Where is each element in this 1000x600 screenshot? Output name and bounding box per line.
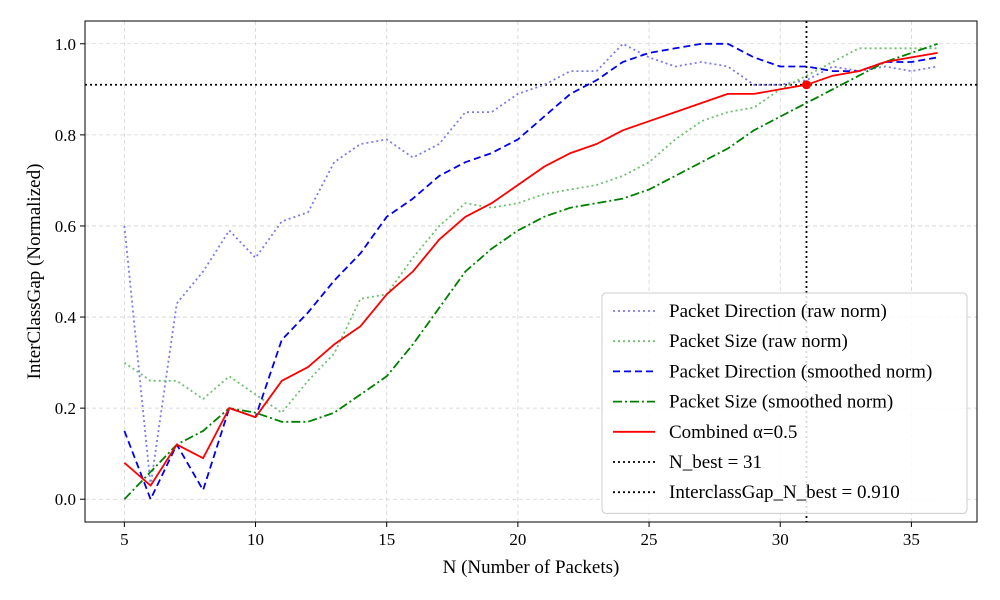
legend-label: InterclassGap_N_best = 0.910 <box>669 482 900 503</box>
highlight-points <box>801 80 811 90</box>
y-tick-label: 0.2 <box>55 399 76 418</box>
x-axis-label: N (Number of Packets) <box>443 557 620 578</box>
legend: Packet Direction (raw norm) Packet Size (… <box>601 292 968 514</box>
x-tick-label: 35 <box>903 530 920 549</box>
y-axis-ticks: 0.0 0.2 0.4 0.6 0.8 1.0 <box>55 35 85 509</box>
x-tick-label: 15 <box>378 530 395 549</box>
legend-label: Packet Size (raw norm) <box>669 331 848 352</box>
reference-lines <box>85 21 977 522</box>
y-tick-label: 0.8 <box>55 126 76 145</box>
data-series <box>123 42 938 501</box>
packet-direction-raw-series <box>123 42 938 487</box>
x-tick-label: 5 <box>120 530 129 549</box>
x-tick-label: 30 <box>772 530 789 549</box>
y-tick-label: 0.0 <box>55 490 76 509</box>
packet-size-raw-series <box>123 47 938 414</box>
x-axis-ticks: 5 10 15 20 25 30 35 <box>120 522 920 549</box>
legend-label: Packet Direction (raw norm) <box>669 301 887 322</box>
legend-label: N_best = 31 <box>669 452 762 473</box>
legend-box <box>601 292 968 514</box>
packet-size-smoothed-series <box>123 42 938 500</box>
legend-label: Packet Size (smoothed norm) <box>669 392 893 413</box>
x-tick-label: 25 <box>641 530 658 549</box>
x-tick-label: 20 <box>509 530 526 549</box>
y-axis-label: InterClassGap (Normalized) <box>24 164 45 380</box>
y-tick-label: 1.0 <box>55 35 76 54</box>
legend-label: Combined α=0.5 <box>669 422 797 443</box>
legend-items: Packet Direction (raw norm) Packet Size (… <box>613 301 932 503</box>
plot-frame <box>84 20 978 523</box>
x-tick-label: 10 <box>247 530 264 549</box>
packet-direction-smoothed-series <box>123 42 938 501</box>
legend-label: Packet Direction (smoothed norm) <box>669 361 932 382</box>
y-tick-label: 0.4 <box>55 308 77 327</box>
n-best-point <box>801 80 811 90</box>
y-tick-label: 0.6 <box>55 217 76 236</box>
